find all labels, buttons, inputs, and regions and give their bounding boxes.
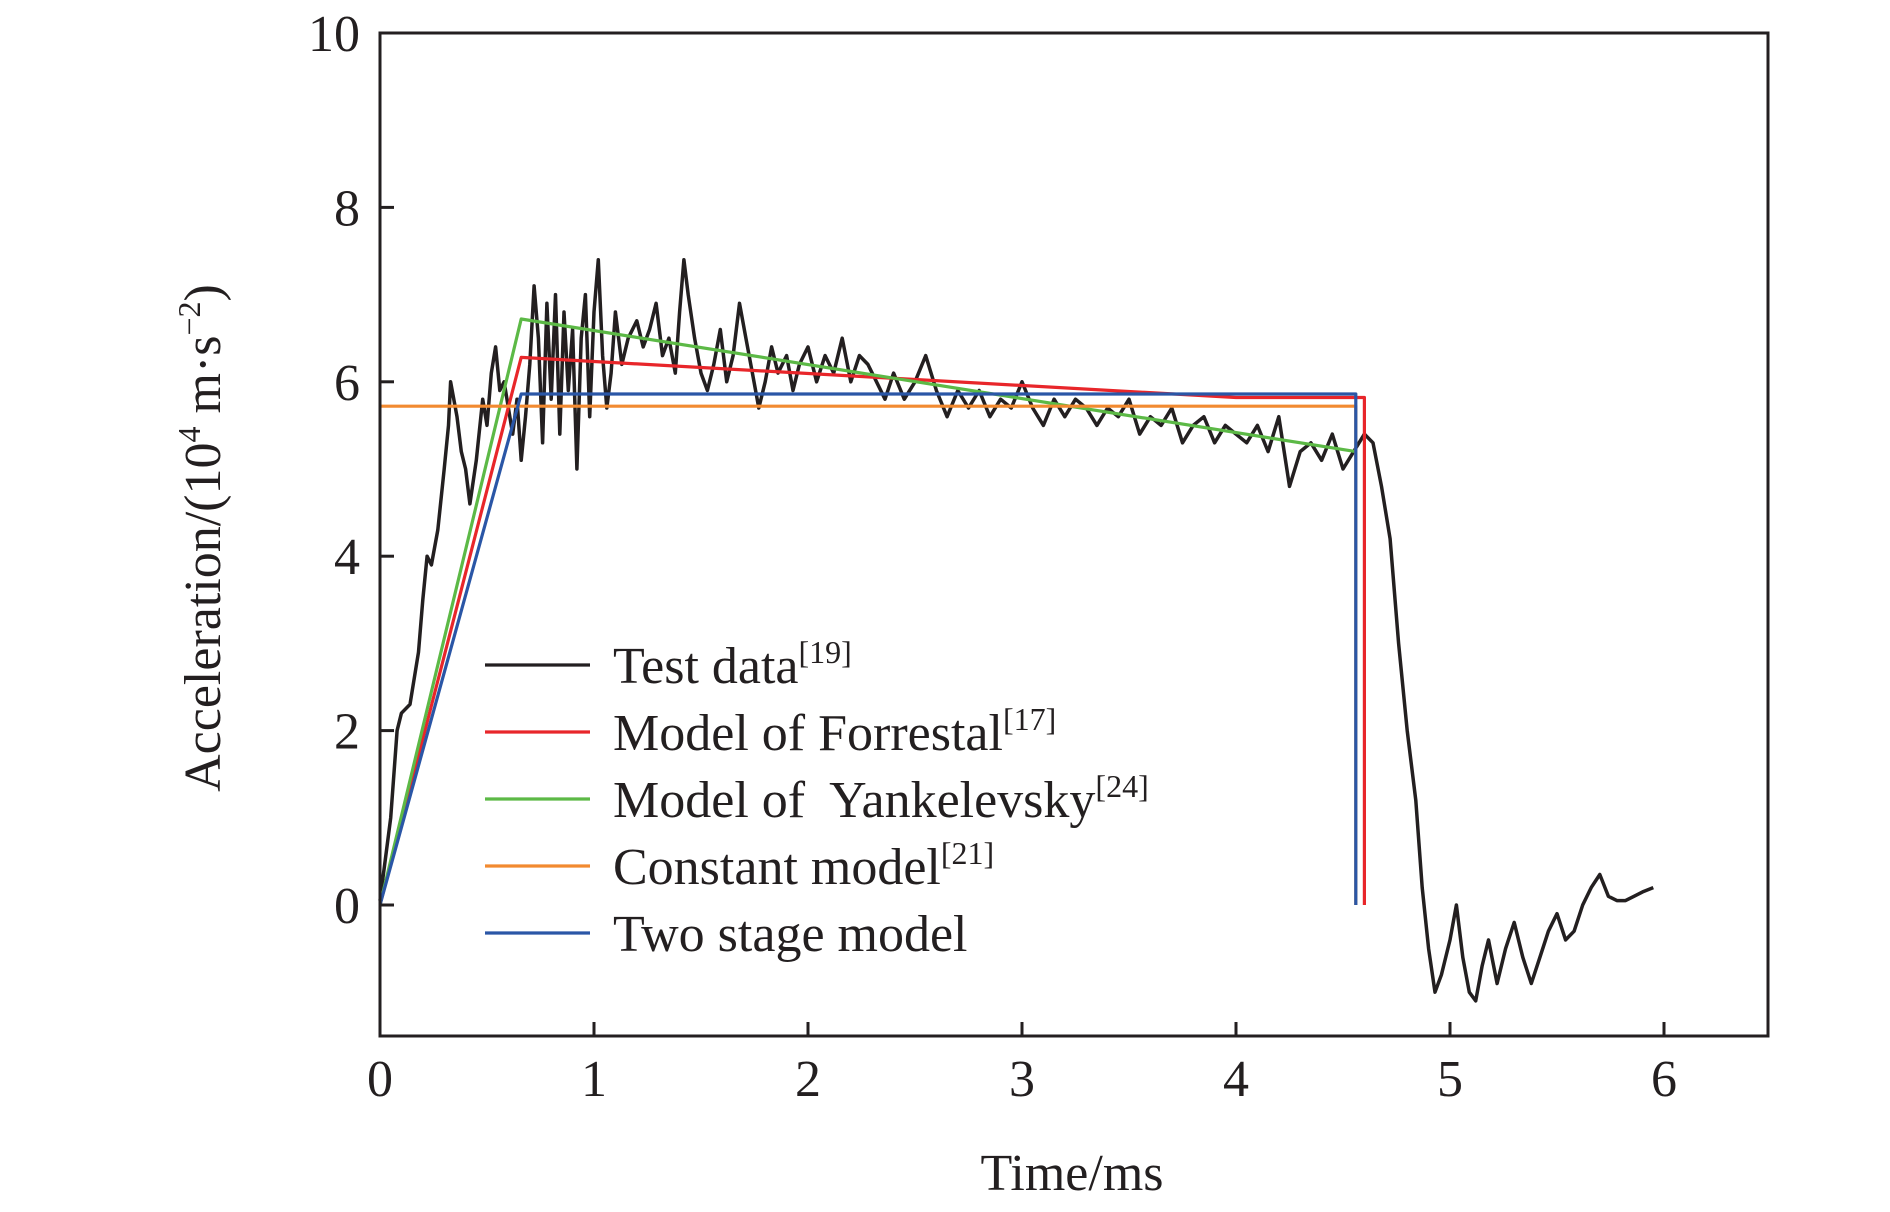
x-tick-label-6: 6 [1651, 1051, 1677, 1108]
plot-frame [378, 31, 1770, 1038]
legend-name-2: Model of Yankelevsky [613, 772, 1095, 829]
legend-ref-1: [17] [1003, 701, 1056, 737]
legend: Test data[19]Model of Forrestal[17]Model… [485, 634, 1149, 963]
series-layer [378, 257, 1654, 1003]
y-tick-label-3: 6 [334, 355, 360, 412]
legend-ref-3: [21] [941, 835, 994, 871]
x-axis-title: Time/ms [980, 1145, 1163, 1202]
series-line-4 [378, 392, 1358, 906]
x-tick-label-5: 5 [1437, 1051, 1463, 1108]
legend-ref-2: [24] [1095, 768, 1148, 804]
tick-layer: 0 1 2 3 4 5 6 0 2 4 6 8 10 [308, 6, 1677, 1108]
legend-name-0: Test data [613, 638, 799, 695]
legend-name-3: Constant model [613, 839, 941, 896]
y-axis-title-unit-exp: −2 [171, 301, 207, 335]
series-line-0 [378, 257, 1654, 1003]
y-axis-title-exp: 4 [171, 427, 207, 443]
legend-ref-0: [19] [799, 634, 852, 670]
series-line-3 [380, 404, 1358, 905]
y-tick-label-2: 4 [334, 529, 360, 586]
y-tick-label-4: 8 [334, 180, 360, 237]
legend-label-0: Test data[19] [613, 634, 852, 695]
y-tick-label-5: 10 [308, 6, 360, 63]
legend-label-3: Constant model[21] [613, 835, 994, 896]
y-axis-title-prefix: Acceleration/(10 [175, 443, 232, 792]
legend-label-4: Two stage model [613, 906, 968, 963]
legend-label-1: Model of Forrestal[17] [613, 701, 1056, 762]
x-tick-label-3: 3 [1009, 1051, 1035, 1108]
legend-label-2: Model of Yankelevsky[24] [613, 768, 1149, 829]
x-tick-label-1: 1 [581, 1051, 607, 1108]
legend-name-4: Two stage model [613, 906, 968, 963]
y-axis-title: Acceleration/(104 m·s−2) [171, 284, 232, 792]
y-axis-title-middle: m·s [175, 336, 232, 427]
y-tick-label-1: 2 [334, 704, 360, 761]
series-line-1 [378, 355, 1366, 906]
y-tick-label-0: 0 [334, 878, 360, 935]
x-tick-label-4: 4 [1223, 1051, 1249, 1108]
x-tick-label-2: 2 [795, 1051, 821, 1108]
legend-name-1: Model of Forrestal [613, 705, 1003, 762]
x-tick-label-0: 0 [367, 1051, 393, 1108]
y-axis-title-suffix: ) [175, 284, 232, 301]
